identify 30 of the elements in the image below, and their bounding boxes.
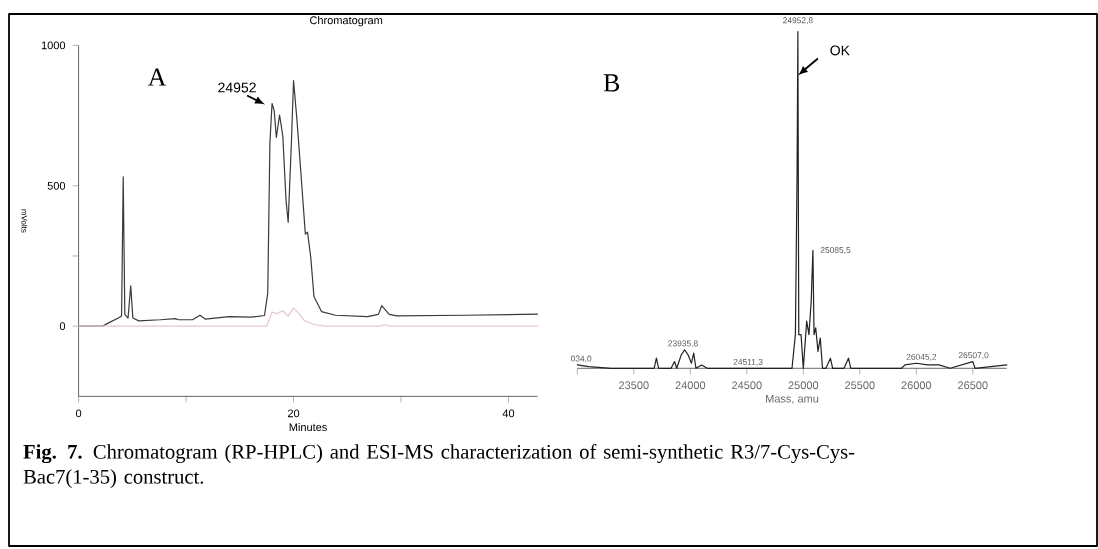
chart-title: Chromatogram: [310, 16, 383, 27]
x-tick-label: 24500: [732, 381, 762, 390]
annotation: 26045,2: [906, 353, 937, 361]
y-tick-label: 500: [47, 181, 66, 190]
annotation: 24952,8: [783, 17, 813, 25]
y-tick-label: 1000: [41, 41, 66, 50]
annotation: 034,0: [570, 355, 592, 363]
x-tick-label: 0: [75, 409, 82, 418]
annotation: B: [603, 74, 620, 92]
annotation: OK: [830, 45, 850, 56]
annotation: 24511,3: [733, 358, 763, 366]
x-axis-title: Mass, amu: [766, 394, 819, 404]
x-tick-label: 20: [287, 409, 300, 418]
x-axis-title: Minutes: [289, 422, 327, 432]
x-tick-label: 26500: [958, 381, 988, 390]
annotation: 24952: [218, 82, 256, 93]
x-tick-label: 25000: [788, 381, 819, 390]
x-tick-label: 24000: [675, 381, 706, 390]
annotation: 23935,8: [668, 340, 698, 348]
y-axis-title: mVolts: [21, 209, 28, 233]
x-tick-label: 23500: [619, 381, 649, 390]
x-tick-label: 25500: [845, 381, 875, 390]
annotation: A: [147, 68, 167, 86]
x-tick-label: 26000: [901, 381, 932, 390]
line-series: [78, 307, 539, 327]
annotation: 26507,0: [958, 352, 989, 360]
annotation: 25085,5: [820, 247, 851, 254]
y-tick-label: 0: [59, 322, 66, 331]
text: Fig. 7. Chromatogram (RP-HPLC) and ESI-MS characterization of semi-synthetic R3/7-Cys-Cys-Bac7(1-35) construct.: [23, 444, 855, 488]
x-tick-label: 40: [502, 409, 515, 418]
